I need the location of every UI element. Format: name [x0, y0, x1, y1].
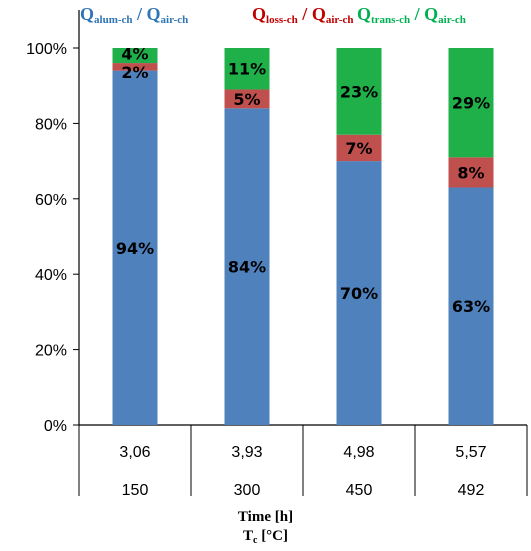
- legend-denominator-alum: Qair-ch: [146, 4, 189, 26]
- bar-segment-trans: [112, 48, 158, 64]
- bar-segment-loss: [112, 63, 158, 71]
- legend-denominator-subscript: air-ch: [438, 14, 466, 26]
- x-tick-label-time: 3,06: [119, 444, 150, 461]
- legend-denominator-symbol: Q: [146, 4, 161, 24]
- data-label-loss: 7%: [345, 139, 372, 158]
- bar-segment-loss: [448, 157, 494, 188]
- y-tick-label: 0%: [44, 418, 67, 435]
- legend-symbol: Q: [357, 4, 372, 24]
- data-label-alum: 70%: [340, 284, 378, 303]
- y-tick-label: 60%: [35, 192, 67, 209]
- bar-segment-alum: [224, 108, 270, 425]
- legend-symbol: Q: [80, 4, 95, 24]
- bar-segment-alum: [112, 70, 158, 426]
- legend-separator: /: [410, 4, 425, 24]
- data-label-trans: 29%: [452, 94, 490, 113]
- data-label-trans: 11%: [228, 60, 266, 79]
- legend-alum: Qalum-ch: [80, 4, 133, 26]
- legend-symbol: Q: [252, 4, 267, 24]
- bar-segment-alum: [336, 161, 382, 425]
- x-tick-label-temperature: 150: [122, 482, 149, 499]
- legend-subscript: loss-ch: [266, 14, 298, 26]
- bar-segment-alum: [448, 187, 494, 425]
- bar-segment-loss: [224, 89, 270, 109]
- legend-loss-block: Qloss-ch / Qair-ch: [252, 4, 354, 26]
- x-tick-label-temperature: 450: [346, 482, 373, 499]
- legend-separator: /: [132, 4, 147, 24]
- data-label-trans: 4%: [121, 45, 148, 64]
- x-tick-label-time: 5,57: [455, 444, 486, 461]
- legend-denominator-symbol: Q: [311, 4, 326, 24]
- bar-segment-trans: [448, 48, 494, 158]
- y-tick-label: 80%: [35, 116, 67, 133]
- y-tick-label: 100%: [26, 41, 67, 58]
- x-tick-label-time: 4,98: [343, 444, 374, 461]
- data-label-alum: 63%: [452, 297, 490, 316]
- x-axis-title-temp-sub: c: [252, 535, 258, 546]
- data-label-loss: 2%: [121, 63, 148, 82]
- legend-trans-block: Qtrans-ch / Qair-ch: [357, 4, 466, 26]
- bar-segment-trans: [224, 48, 270, 90]
- x-tick-label-temperature: 492: [458, 482, 485, 499]
- x-axis-title-temp-rest: [°C]: [257, 528, 289, 544]
- x-axis-title-time: Time [h]: [237, 509, 294, 525]
- data-label-loss: 5%: [233, 90, 260, 109]
- legend-subscript: alum-ch: [94, 14, 133, 26]
- legend-separator: /: [297, 4, 312, 24]
- x-axis-title-temp-main: T: [242, 528, 253, 544]
- bar-segment-trans: [336, 48, 382, 135]
- bar-segment-loss: [336, 134, 382, 162]
- legend-denominator-subscript: air-ch: [160, 14, 189, 26]
- legend-denominator-subscript: air-ch: [325, 14, 354, 26]
- x-axis-title-temperature: Tc [°C]: [0, 528, 531, 546]
- x-tick-label-time: 3,93: [231, 444, 262, 461]
- data-label-loss: 8%: [457, 163, 484, 182]
- legend-denominator-trans: Qair-ch: [424, 4, 466, 26]
- data-label-trans: 23%: [340, 82, 378, 101]
- y-tick-label: 40%: [35, 267, 67, 284]
- legend-trans: Qtrans-ch: [357, 4, 411, 26]
- data-label-alum: 84%: [228, 258, 266, 277]
- legend: Qalum-ch / Qair-ch: [80, 4, 188, 26]
- x-tick-label-temperature: 300: [234, 482, 261, 499]
- data-label-alum: 94%: [116, 239, 154, 258]
- y-tick-label: 20%: [35, 343, 67, 360]
- legend-loss: Qloss-ch: [252, 4, 298, 26]
- legend-denominator-loss: Qair-ch: [311, 4, 354, 26]
- legend-denominator-symbol: Q: [424, 4, 439, 24]
- legend-subscript: trans-ch: [371, 14, 411, 26]
